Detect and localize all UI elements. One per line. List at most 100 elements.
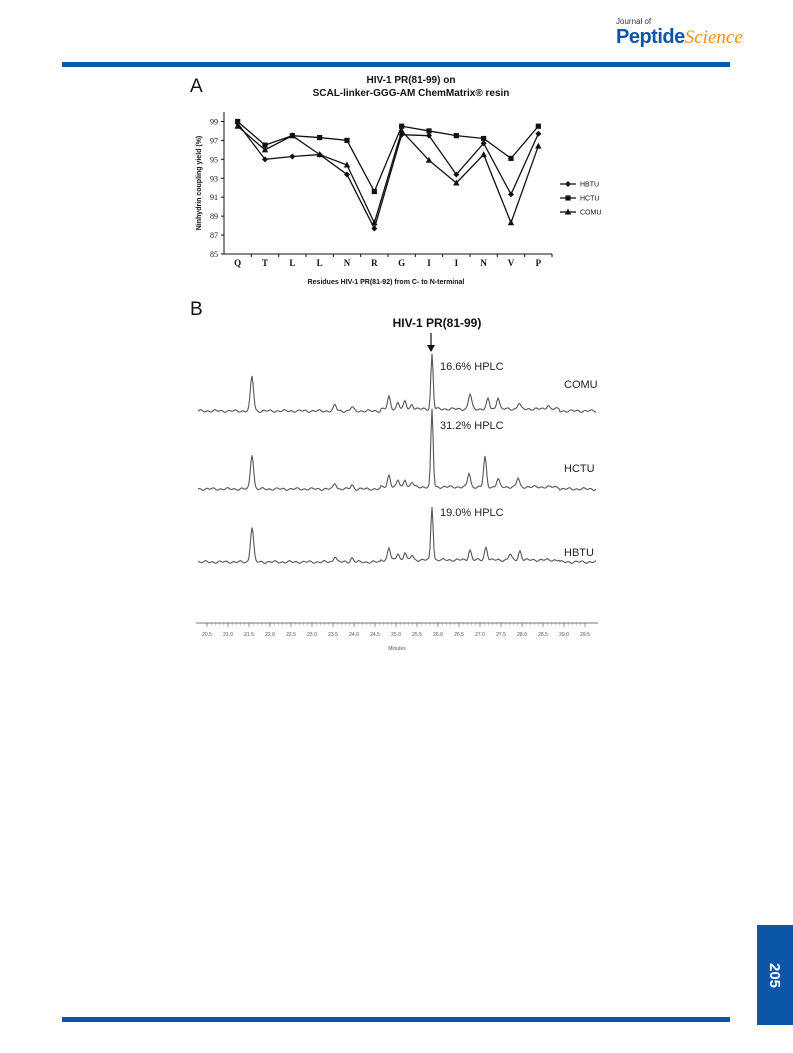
data-point-triangle xyxy=(316,151,323,158)
data-point-square xyxy=(344,137,350,143)
data-point-diamond xyxy=(508,191,514,198)
y-tick-label: 91 xyxy=(210,193,218,202)
data-point-triangle xyxy=(261,146,269,153)
data-point-triangle xyxy=(398,127,405,134)
target-arrow-head xyxy=(427,345,435,352)
data-point-square xyxy=(565,195,571,201)
data-point-triangle xyxy=(564,208,572,215)
data-point-square xyxy=(371,188,377,195)
peak-annotation: 31.2% HPLC xyxy=(440,420,504,432)
series-line-comu xyxy=(237,125,539,225)
data-point-square xyxy=(481,135,487,142)
time-tick-label: 22.0 xyxy=(265,632,275,638)
time-tick-label: 25.5 xyxy=(412,632,422,638)
journal-logo: Journal of PeptideScience xyxy=(616,17,743,53)
trace-label: COMU xyxy=(564,379,598,391)
time-tick-label: 27.5 xyxy=(496,632,506,638)
data-point-square xyxy=(262,142,268,148)
time-tick-label: 22.5 xyxy=(286,632,296,638)
legend-label-hctu: HCTU xyxy=(580,196,599,203)
chromatogram-trace-comu xyxy=(197,353,596,413)
y-tick-label: 85 xyxy=(210,250,218,259)
time-tick-label: 28.0 xyxy=(517,632,527,638)
x-category-label: N xyxy=(344,258,351,268)
data-point-diamond xyxy=(289,153,296,160)
data-point-diamond xyxy=(535,130,542,137)
series-group xyxy=(234,118,542,232)
x-category-label: P xyxy=(536,258,542,268)
time-tick-label: 29.0 xyxy=(559,632,569,638)
data-point-square xyxy=(317,134,323,141)
time-tick-label: 20.5 xyxy=(202,632,212,638)
time-tick-label: 24.0 xyxy=(349,632,359,638)
peak-annotation: 16.6% HPLC xyxy=(440,361,504,373)
data-point-diamond xyxy=(371,225,378,232)
x-axis-label: Residues HIV-1 PR(81-92) from C- to N-te… xyxy=(308,279,465,286)
time-tick-label: 26.0 xyxy=(433,632,443,638)
chromatogram-trace-hctu xyxy=(197,408,597,491)
legend-label-comu: COMU xyxy=(580,210,601,217)
header-rule xyxy=(62,62,730,67)
chromatogram-trace-hbtu xyxy=(197,506,597,564)
data-point-triangle xyxy=(425,156,433,163)
time-tick-label: 25.0 xyxy=(391,632,401,638)
x-category-label: R xyxy=(371,258,378,268)
data-point-square xyxy=(535,123,541,129)
time-ticks: 20.5 21.0 21.5 22.0 22.5 23.0 23.5 24.0 24.5 25.0… xyxy=(202,623,590,638)
time-tick-label: 21.0 xyxy=(223,632,233,638)
x-category-label: L xyxy=(317,258,323,268)
x-category-label: I xyxy=(427,258,431,268)
target-peak-title: HIV-1 PR(81-99) xyxy=(393,316,482,330)
data-point-diamond xyxy=(344,171,350,178)
panel-a-label: A xyxy=(190,76,203,97)
data-point-diamond xyxy=(565,181,571,187)
peak-annotation: 19.0% HPLC xyxy=(440,507,504,519)
page-number-wrap: 205 xyxy=(757,925,793,1025)
data-point-square xyxy=(453,133,459,139)
data-point-square xyxy=(426,128,432,134)
y-tick-label: 99 xyxy=(210,117,218,126)
x-category-label: V xyxy=(508,258,515,268)
time-tick-label: 23.0 xyxy=(307,632,317,638)
time-tick-label: 26.5 xyxy=(454,632,464,638)
x-category-label: I xyxy=(455,258,459,268)
data-point-triangle xyxy=(343,161,351,168)
y-tick-label: 93 xyxy=(210,174,218,183)
y-ticks: 85 87 89 91 93 95 97 99 xyxy=(210,117,224,259)
data-point-triangle xyxy=(371,219,378,226)
time-tick-label: 23.5 xyxy=(328,632,338,638)
trace-label: HBTU xyxy=(564,547,594,559)
hplc-chromatogram-chart: HIV-1 PR(81-99) 16.6% HPLC COMU 31.2% HPLC… xyxy=(196,316,598,652)
time-tick-label: 21.5 xyxy=(244,632,254,638)
y-tick-label: 97 xyxy=(210,136,218,145)
journal-name: PeptideScience xyxy=(616,26,743,49)
trace-label: HCTU xyxy=(564,463,595,475)
x-category-label: L xyxy=(289,258,295,268)
data-point-triangle xyxy=(507,219,515,226)
series-line-hbtu xyxy=(237,122,539,231)
traces: 16.6% HPLC COMU 31.2% HPLC HCTU 19.0% HPLC HB… xyxy=(197,353,598,564)
panel-b-label: B xyxy=(190,299,203,320)
data-point-triangle xyxy=(453,179,460,186)
chart-a-title: HIV-1 PR(81-99) on xyxy=(367,75,456,86)
y-tick-label: 87 xyxy=(210,231,218,240)
x-category-label: G xyxy=(398,258,405,268)
legend: HBTU HCTU COMU xyxy=(560,181,601,217)
data-point-triangle xyxy=(480,151,487,158)
data-point-diamond xyxy=(453,171,460,178)
time-axis-label: Minutes xyxy=(388,646,406,652)
time-tick-label: 24.5 xyxy=(370,632,380,638)
data-point-square xyxy=(399,123,405,129)
journal-name-part2: Science xyxy=(684,27,743,48)
journal-of-label: Journal of xyxy=(616,17,652,26)
legend-label-hbtu: HBTU xyxy=(580,182,599,189)
y-axis-label: Ninhydrin coupling yield (%) xyxy=(196,136,203,231)
x-category-label: Q xyxy=(234,258,241,268)
series-line-hctu xyxy=(237,120,539,194)
data-point-square xyxy=(235,118,241,125)
data-point-diamond xyxy=(426,132,432,139)
chart-a-subtitle: SCAL-linker-GGG-AM ChemMatrix® resin xyxy=(313,88,510,99)
data-point-triangle xyxy=(234,122,241,129)
x-category-label: T xyxy=(262,258,268,268)
